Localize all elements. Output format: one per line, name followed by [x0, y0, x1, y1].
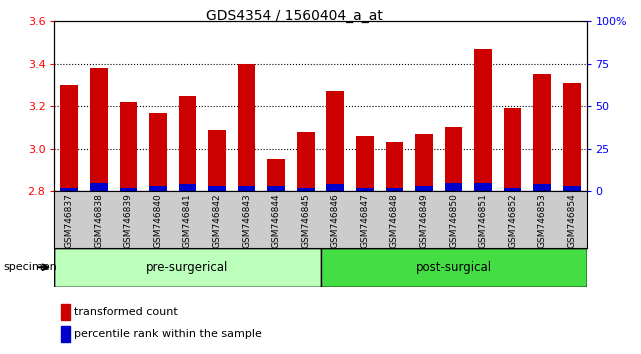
Bar	[326, 91, 344, 191]
Text: transformed count: transformed count	[74, 307, 178, 318]
Bar	[504, 188, 522, 191]
Bar	[267, 186, 285, 191]
Bar	[119, 188, 137, 191]
Text: GSM746839: GSM746839	[124, 193, 133, 248]
Bar	[208, 186, 226, 191]
Text: GSM746842: GSM746842	[213, 193, 222, 248]
Text: GSM746838: GSM746838	[94, 193, 103, 248]
Bar	[533, 184, 551, 191]
Text: pre-surgerical: pre-surgerical	[146, 261, 229, 274]
Bar	[415, 186, 433, 191]
Bar	[563, 83, 581, 191]
Bar	[179, 96, 196, 191]
Bar	[179, 184, 196, 191]
Text: GSM746841: GSM746841	[183, 193, 192, 248]
Bar	[60, 85, 78, 191]
Bar	[61, 304, 71, 320]
Bar	[54, 248, 320, 287]
Bar	[445, 127, 462, 191]
Bar	[385, 142, 403, 191]
Text: GSM746851: GSM746851	[479, 193, 488, 248]
Bar	[326, 184, 344, 191]
Bar	[238, 64, 256, 191]
Bar	[504, 108, 522, 191]
Text: GSM746837: GSM746837	[65, 193, 74, 248]
Bar	[149, 186, 167, 191]
Bar	[61, 326, 71, 342]
Text: GSM746850: GSM746850	[449, 193, 458, 248]
Text: GSM746845: GSM746845	[301, 193, 310, 248]
Text: GSM746853: GSM746853	[538, 193, 547, 248]
Text: specimen: specimen	[3, 262, 57, 272]
Text: post-surgical: post-surgical	[415, 261, 492, 274]
Text: GSM746848: GSM746848	[390, 193, 399, 248]
Text: GSM746847: GSM746847	[360, 193, 369, 248]
Text: GSM746846: GSM746846	[331, 193, 340, 248]
Bar	[385, 188, 403, 191]
Bar	[297, 132, 315, 191]
Bar	[267, 159, 285, 191]
Bar	[445, 183, 462, 191]
Bar	[356, 188, 374, 191]
Bar	[356, 136, 374, 191]
Text: percentile rank within the sample: percentile rank within the sample	[74, 330, 262, 339]
Bar	[320, 248, 587, 287]
Bar	[149, 113, 167, 191]
Bar	[90, 183, 108, 191]
Text: GSM746852: GSM746852	[508, 193, 517, 248]
Bar	[119, 102, 137, 191]
Text: GSM746840: GSM746840	[153, 193, 162, 248]
Bar	[474, 183, 492, 191]
Bar	[533, 74, 551, 191]
Bar	[415, 134, 433, 191]
Text: GSM746849: GSM746849	[419, 193, 428, 248]
Bar	[563, 186, 581, 191]
Bar	[474, 49, 492, 191]
Bar	[208, 130, 226, 191]
Text: GSM746844: GSM746844	[272, 193, 281, 248]
Text: GSM746854: GSM746854	[567, 193, 576, 248]
Bar	[297, 188, 315, 191]
Bar	[90, 68, 108, 191]
Bar	[238, 186, 256, 191]
Bar	[60, 188, 78, 191]
Text: GDS4354 / 1560404_a_at: GDS4354 / 1560404_a_at	[206, 9, 383, 23]
Text: GSM746843: GSM746843	[242, 193, 251, 248]
